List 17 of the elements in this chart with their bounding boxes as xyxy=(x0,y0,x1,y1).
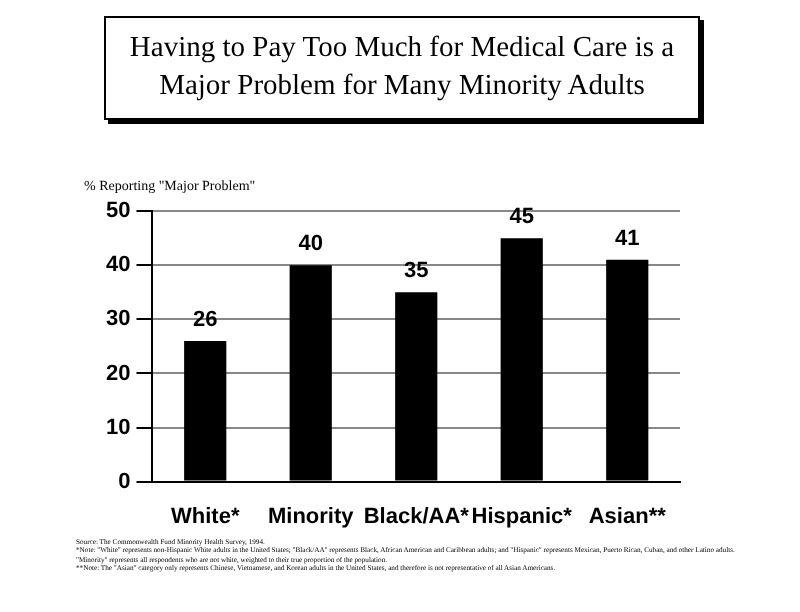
x-tick-label: White* xyxy=(170,504,241,529)
x-tick-label: Asian** xyxy=(588,504,668,529)
y-tick-label: 0 xyxy=(118,469,131,494)
y-tick-label: 20 xyxy=(105,361,131,386)
data-label: 41 xyxy=(615,226,640,251)
y-tick-label: 50 xyxy=(105,199,131,224)
x-tick-label: Black/AA* xyxy=(363,504,471,529)
chart-title: Having to Pay Too Much for Medical Care is a Major Problem for Many Minority Adults xyxy=(104,16,700,120)
x-tick-label: Hispanic* xyxy=(471,504,574,529)
y-tick-label: 30 xyxy=(105,307,131,332)
x-tick-label: Minority xyxy=(267,504,356,529)
data-label: 45 xyxy=(509,205,534,230)
y-tick-label: 10 xyxy=(105,415,131,440)
data-label: 35 xyxy=(403,259,429,284)
data-label: 40 xyxy=(298,232,323,257)
data-label: 26 xyxy=(192,308,218,333)
y-tick-label: 40 xyxy=(105,253,131,278)
